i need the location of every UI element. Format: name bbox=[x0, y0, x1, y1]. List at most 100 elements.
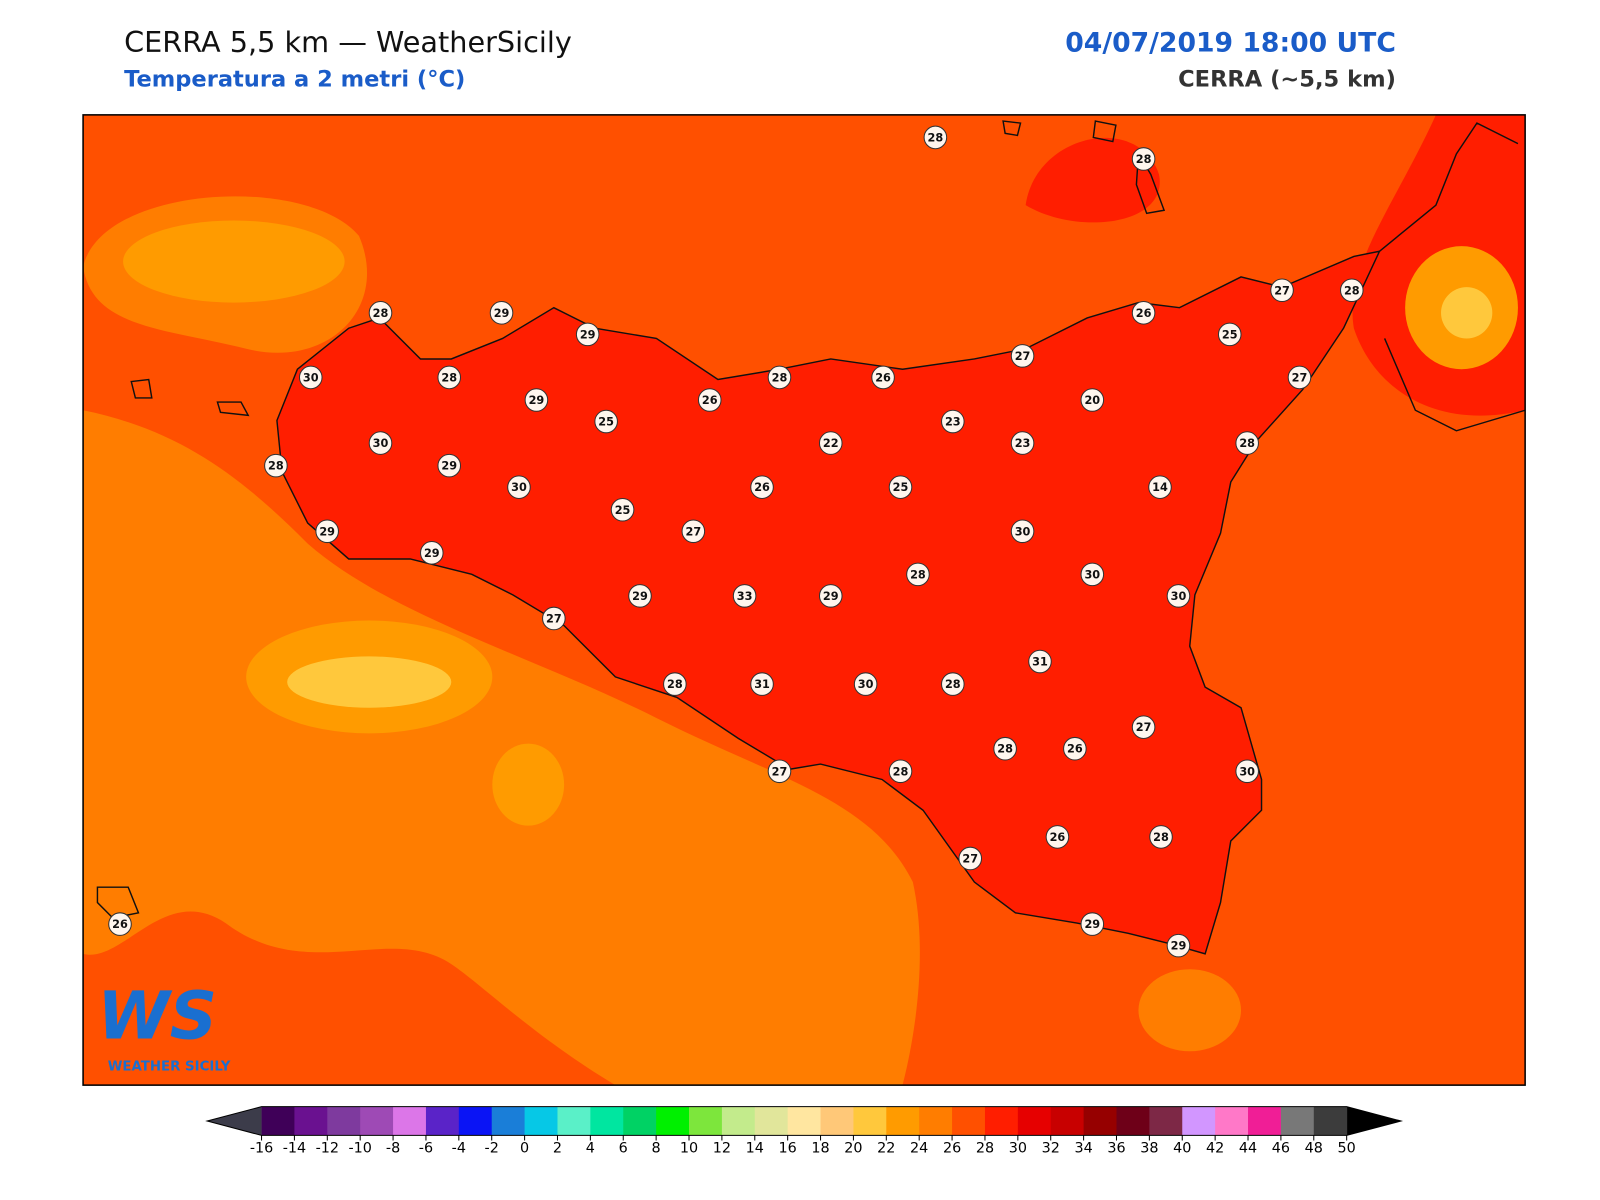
station-marker bbox=[1235, 759, 1259, 784]
station-marker bbox=[108, 912, 132, 936]
colorbar-tick-label: 18 bbox=[811, 1141, 829, 1157]
colorbar-tick-label: 12 bbox=[713, 1141, 731, 1157]
station-value: 28 bbox=[373, 307, 389, 320]
station-value: 30 bbox=[303, 371, 319, 384]
temp-area bbox=[1441, 287, 1493, 339]
model: CERRA (~5,5 km) bbox=[1178, 67, 1396, 93]
station-marker bbox=[871, 365, 895, 390]
station: 29 bbox=[524, 388, 549, 412]
colorbar-tick-label: -6 bbox=[419, 1141, 433, 1157]
colorbar-swatch bbox=[1248, 1106, 1282, 1136]
station: 26 bbox=[697, 388, 722, 412]
colorbar-tick-label: 26 bbox=[943, 1141, 961, 1157]
station: 29 bbox=[575, 322, 600, 347]
station: 30 bbox=[368, 431, 393, 455]
station-marker bbox=[750, 672, 774, 696]
colorbar-swatch bbox=[524, 1106, 558, 1136]
station-value: 26 bbox=[1050, 831, 1066, 844]
station-value: 28 bbox=[1344, 284, 1360, 297]
colorbar-tick-label: 28 bbox=[976, 1141, 994, 1157]
station-value: 29 bbox=[424, 547, 440, 560]
station-marker bbox=[1235, 431, 1259, 455]
station: 29 bbox=[818, 584, 843, 608]
station-marker bbox=[1010, 431, 1035, 455]
colorbar-tick-label: 14 bbox=[746, 1141, 764, 1157]
station-marker bbox=[1131, 147, 1156, 171]
colorbar-tick-label: 8 bbox=[652, 1141, 661, 1157]
station: 30 bbox=[1166, 584, 1191, 608]
temp-area bbox=[1138, 969, 1242, 1052]
station-value: 29 bbox=[494, 307, 510, 320]
colorbar-swatch bbox=[491, 1106, 526, 1136]
station-value: 29 bbox=[1084, 918, 1100, 931]
station-value: 29 bbox=[319, 525, 335, 538]
station-marker bbox=[575, 322, 600, 347]
colorbar-swatch bbox=[689, 1106, 723, 1136]
station-marker bbox=[437, 365, 462, 390]
station-marker bbox=[542, 606, 566, 631]
station: 30 bbox=[298, 365, 323, 390]
colorbar-swatch bbox=[1050, 1106, 1085, 1136]
colorbar-swatch bbox=[360, 1106, 394, 1136]
station: 20 bbox=[1080, 388, 1105, 412]
station-value: 26 bbox=[112, 918, 128, 931]
temp-area bbox=[1025, 137, 1160, 223]
station-value: 27 bbox=[546, 612, 562, 625]
station-marker bbox=[681, 519, 706, 544]
map: WS WEATHER SICILY 28 28 28 29 29 30 28 29 25 26 28… bbox=[83, 114, 1526, 1086]
station: 28 bbox=[767, 365, 792, 390]
station-marker bbox=[993, 736, 1017, 761]
station: 27 bbox=[1287, 365, 1312, 390]
colorbar-tick-label: 0 bbox=[520, 1141, 529, 1157]
station-marker bbox=[1080, 562, 1105, 587]
colorbar-swatch bbox=[919, 1106, 953, 1136]
station-value: 26 bbox=[1067, 743, 1083, 756]
station-value: 29 bbox=[823, 590, 839, 603]
station: 30 bbox=[507, 475, 531, 499]
station-value: 27 bbox=[772, 765, 788, 778]
logo: WS WEATHER SICILY bbox=[97, 979, 230, 1075]
station-marker bbox=[1270, 278, 1294, 303]
station: 28 bbox=[923, 125, 948, 150]
station: 26 bbox=[750, 475, 774, 499]
colorbar-tick-label: 36 bbox=[1107, 1141, 1125, 1157]
station-value: 30 bbox=[1015, 525, 1031, 538]
station-value: 29 bbox=[632, 590, 648, 603]
colorbar-tick-label: 46 bbox=[1272, 1141, 1290, 1157]
station-marker bbox=[264, 453, 288, 478]
station-marker bbox=[489, 301, 514, 325]
station-marker bbox=[368, 301, 393, 325]
station-value: 28 bbox=[928, 131, 944, 144]
colorbar-tick-label: 40 bbox=[1173, 1141, 1191, 1157]
colorbar-swatch bbox=[458, 1106, 493, 1136]
colorbar-swatch bbox=[590, 1106, 624, 1136]
colorbar-swatch bbox=[952, 1106, 986, 1136]
station: 22 bbox=[818, 431, 843, 455]
station-marker bbox=[767, 759, 792, 784]
station: 29 bbox=[489, 301, 514, 325]
temp-area bbox=[287, 656, 452, 708]
station-marker bbox=[1166, 933, 1191, 958]
colorbar-swatch bbox=[1280, 1106, 1315, 1136]
station: 28 bbox=[993, 736, 1017, 761]
station-value: 26 bbox=[754, 481, 770, 494]
station-marker bbox=[1010, 519, 1035, 544]
station-marker bbox=[1217, 322, 1242, 347]
colorbar-swatch bbox=[1182, 1106, 1216, 1136]
station-value: 20 bbox=[1084, 394, 1100, 407]
station: 26 bbox=[108, 912, 132, 936]
colorbar-swatch bbox=[1017, 1106, 1052, 1136]
mainland-coast bbox=[1379, 122, 1526, 432]
colorbar-tick-label: 6 bbox=[619, 1141, 628, 1157]
station: 25 bbox=[888, 475, 913, 499]
station: 30 bbox=[1080, 562, 1105, 587]
station-marker bbox=[906, 562, 930, 587]
station: 26 bbox=[1045, 825, 1070, 849]
station: 33 bbox=[732, 584, 757, 608]
station: 29 bbox=[315, 519, 339, 544]
colorbar-swatch bbox=[1313, 1106, 1348, 1136]
colorbar-tick-label: -16 bbox=[250, 1141, 273, 1157]
station-marker bbox=[958, 846, 983, 871]
station-marker bbox=[818, 584, 843, 608]
station-marker bbox=[853, 672, 878, 696]
